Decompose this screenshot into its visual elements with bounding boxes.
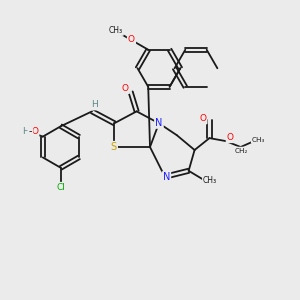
Text: S: S	[111, 142, 117, 152]
Text: H: H	[91, 100, 98, 109]
Text: -: -	[28, 127, 32, 136]
Text: CH₃: CH₃	[109, 26, 123, 35]
Text: H: H	[22, 127, 29, 136]
Text: CH₂: CH₂	[235, 148, 248, 154]
Text: N: N	[155, 118, 163, 128]
Text: N: N	[163, 172, 170, 182]
Text: CH₃: CH₃	[203, 176, 217, 185]
Text: Cl: Cl	[56, 183, 65, 192]
Text: O: O	[122, 84, 129, 93]
Text: CH₃: CH₃	[252, 136, 265, 142]
Text: O: O	[200, 114, 206, 123]
Text: O: O	[128, 35, 135, 44]
Text: O: O	[227, 133, 234, 142]
Text: O: O	[31, 127, 38, 136]
